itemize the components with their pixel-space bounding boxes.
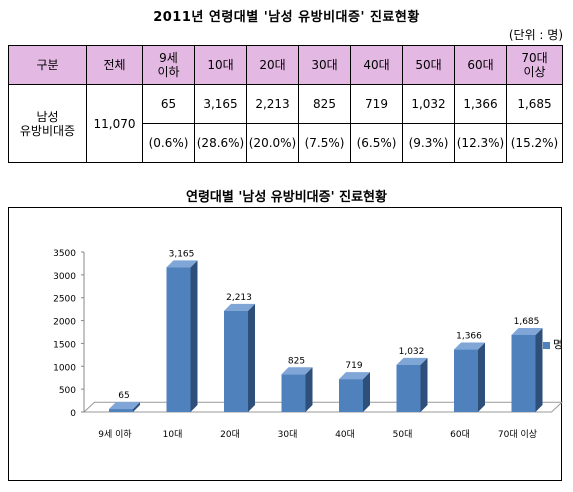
bar-side <box>420 357 428 412</box>
header-cell: 70대 이상 <box>506 45 563 85</box>
bar-top <box>224 303 255 311</box>
y-tick-label: 1500 <box>53 340 76 350</box>
header-cell: 40대 <box>350 45 403 85</box>
x-tick-label: 20대 <box>220 429 240 440</box>
row-label: 남성 유방비대증 <box>8 84 87 163</box>
bar-top <box>396 357 428 365</box>
unit-label: (단위 : 명) <box>508 28 563 42</box>
legend-label: 명 <box>553 338 564 351</box>
data-label: 2,213 <box>226 293 252 303</box>
bar-side <box>190 260 198 412</box>
data-label: 825 <box>288 356 305 366</box>
percent-cell: (9.3%) <box>402 123 455 163</box>
x-tick-label: 60대 <box>450 429 470 440</box>
data-label: 1,032 <box>399 347 425 357</box>
bar <box>281 374 306 412</box>
data-label: 1,366 <box>456 332 482 342</box>
bar-top <box>339 372 370 380</box>
count-cell: 65 <box>142 84 195 124</box>
bar <box>396 364 421 412</box>
percent-cell: (28.6%) <box>194 123 247 163</box>
x-tick-label: 40대 <box>335 429 355 440</box>
data-label: 719 <box>345 361 362 371</box>
stats-table: 구분 전체 9세 이하 10대 20대 30대 40대 50대 60대 70대 이상 남성 유방비… <box>8 45 563 163</box>
y-tick-label: 3500 <box>53 249 76 259</box>
chart-floor <box>82 401 564 413</box>
bar-side <box>535 327 543 412</box>
data-label: 1,685 <box>514 317 540 327</box>
legend: 명 <box>543 336 563 352</box>
chart-title: 연령대별 '남성 유방비대증' 진료현황 <box>186 190 387 205</box>
count-cell: 3,165 <box>194 84 247 124</box>
y-tick-label: 2500 <box>53 295 76 305</box>
bar-top <box>166 260 198 268</box>
bar <box>454 349 478 412</box>
percent-cell: (6.5%) <box>350 123 403 163</box>
y-tick-label: 0 <box>70 409 76 419</box>
percent-row: (0.6%) (28.6%) (20.0%) (7.5%) (6.5%) (9.3%) (1… <box>9 123 563 163</box>
bar-side <box>305 367 313 412</box>
bar <box>109 409 133 412</box>
bar-side <box>363 372 370 412</box>
x-tick-label: 9세 이하 <box>98 429 132 440</box>
legend-swatch <box>543 341 550 349</box>
percent-cell: (12.3%) <box>454 123 507 163</box>
bar <box>224 310 248 412</box>
bar-top <box>454 342 485 350</box>
header-cell: 30대 <box>298 45 351 85</box>
percent-cell: (0.6%) <box>142 123 195 163</box>
count-cell: 719 <box>350 84 403 124</box>
header-cell: 전체 <box>86 45 143 85</box>
data-label: 3,165 <box>169 249 195 259</box>
bar-top <box>109 402 140 410</box>
percent-cell: (7.5%) <box>298 123 351 163</box>
bar-top <box>281 367 313 375</box>
header-row: 구분 전체 9세 이하 10대 20대 30대 40대 50대 60대 70대 이상 <box>8 45 563 85</box>
x-tick-label: 50대 <box>393 429 413 440</box>
header-cell: 구분 <box>8 45 87 85</box>
y-tick-label: 2000 <box>53 318 76 328</box>
table-title: 2011년 연령대별 '남성 유방비대증' 진료현황 <box>153 10 420 25</box>
header-cell: 9세 이하 <box>142 45 195 85</box>
header-cell: 60대 <box>454 45 507 85</box>
header-cell: 50대 <box>402 45 455 85</box>
x-tick-label: 70대 이상 <box>498 429 537 440</box>
bar <box>339 379 363 412</box>
bar-top <box>511 327 543 335</box>
bar-side <box>478 342 485 412</box>
y-tick-label: 500 <box>59 386 76 396</box>
y-tick-label: 1000 <box>53 363 76 373</box>
x-tick-label: 30대 <box>278 429 298 440</box>
total-cell: 11,070 <box>86 84 143 163</box>
header-cell: 10대 <box>194 45 247 85</box>
x-tick-label: 10대 <box>163 429 183 440</box>
bar-side <box>133 402 140 412</box>
data-label: 65 <box>118 391 129 401</box>
y-tick-label: 3000 <box>53 272 76 282</box>
percent-cell: (15.2%) <box>506 123 563 163</box>
bar <box>166 267 191 412</box>
bar-side <box>248 303 255 412</box>
bar <box>511 334 536 412</box>
